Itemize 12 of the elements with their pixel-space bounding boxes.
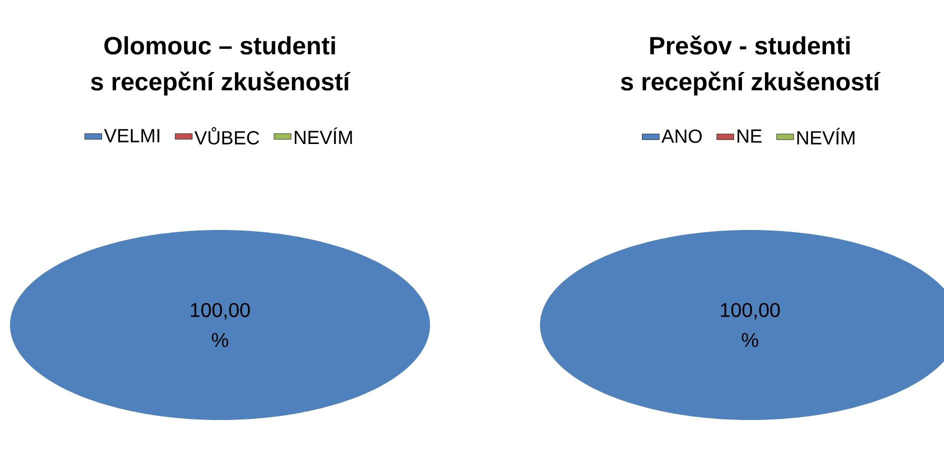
- chart-title: Olomouc – studenti: [104, 36, 335, 55]
- legend-label: NEVÍM: [797, 128, 854, 144]
- chart-subtitle: s recepční zkušeností: [90, 72, 351, 96]
- legend-label: NEVÍM: [294, 127, 352, 144]
- data-label: 100,00 %: [190, 302, 250, 348]
- data-label: 100,00 %: [720, 302, 780, 348]
- legend-label: VELMI: [104, 129, 160, 142]
- chart-title: Prešov - studenti: [650, 36, 850, 55]
- legend-label: ANO: [661, 129, 702, 143]
- legend-label: VŮBEC: [194, 127, 260, 145]
- chart-subtitle: s recepční zkušeností: [620, 72, 881, 96]
- legend-label: NE: [738, 130, 762, 143]
